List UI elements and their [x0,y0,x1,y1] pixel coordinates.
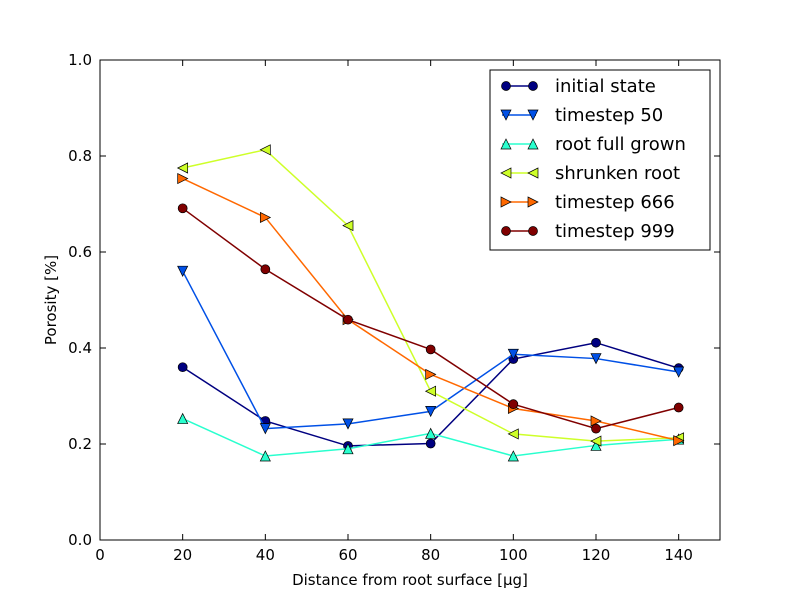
data-point [591,423,601,434]
data-point [343,314,353,325]
legend-marker [500,138,512,150]
data-point [260,264,271,275]
legend-box [489,69,711,251]
data-point [342,443,354,455]
data-point [177,203,188,214]
legend-marker [527,167,539,179]
legend-entry: shrunken root [500,163,680,184]
legend-marker [528,226,538,236]
data-point [425,368,437,380]
legend-label: shrunken root [555,163,680,184]
legend-label: timestep 50 [555,105,663,126]
data-point [425,427,437,439]
x-axis-label: Distance from root surface [μg] [292,571,528,589]
legend-label: timestep 666 [555,192,675,213]
data-point [177,172,189,185]
y-tick-label: 0.8 [68,147,92,165]
legend-entry: root full grown [500,134,686,155]
series-2 [177,265,685,435]
x-tick-label: 0 [95,546,105,564]
data-point [342,418,354,430]
data-point [425,438,436,449]
y-tick-label: 0.4 [68,339,92,357]
x-tick-label: 60 [338,546,357,564]
data-point [259,450,271,462]
y-tick-label: 0.2 [68,435,92,453]
y-tick-label: 0.0 [68,531,92,549]
data-point [673,402,684,413]
data-point [507,450,519,462]
legend-entry: initial state [501,76,656,97]
y-axis-label: Porosity [%] [42,255,60,345]
data-point [590,435,602,447]
legend-marker [527,109,539,121]
x-tick-label: 40 [256,546,275,564]
legend-label: timestep 999 [555,221,675,242]
data-point [177,265,189,277]
data-point [591,337,601,348]
data-point [176,162,189,174]
x-tick-label: 100 [499,546,528,564]
data-point [673,366,685,378]
x-tick-label: 120 [582,546,611,564]
data-point [590,415,602,427]
data-point [590,439,602,451]
legend-marker [501,226,511,236]
legend-marker [500,109,512,121]
series-6 [177,203,684,434]
legend-entry: timestep 50 [500,105,663,126]
legend-marker [527,138,539,150]
y-tick-label: 1.0 [68,51,92,69]
data-point [259,211,272,224]
legend-marker [527,196,539,208]
legend-marker [501,81,511,91]
data-point [259,144,271,156]
data-point [342,220,354,232]
data-point [507,348,519,361]
legend-label: root full grown [555,134,686,155]
legend-marker [500,196,512,208]
data-point [590,353,602,365]
data-point [424,385,437,397]
data-point [259,423,271,435]
data-point [507,428,519,440]
legend-marker [528,81,538,91]
x-tick-label: 20 [173,546,192,564]
legend: initial state timestep 50 root full grown s… [489,69,711,251]
x-tick-label: 80 [421,546,440,564]
legend-label: initial state [555,76,656,97]
legend-marker [500,167,512,179]
series-4 [176,144,685,447]
series-3 [177,412,685,462]
data-point [425,406,437,418]
y-tick-label: 0.6 [68,243,92,261]
data-point [425,344,436,355]
plot-area [176,144,685,462]
data-point [673,435,685,447]
axis-ticks: 0 20 40 60 80 100 120 140 0.0 0.2 0.4 0.6 0.8 1.0 [68,51,720,564]
data-point [177,362,188,373]
x-tick-label: 140 [664,546,693,564]
data-point [508,399,519,410]
legend-entry: timestep 666 [500,192,675,213]
data-point [177,412,189,424]
plot-frame [99,59,721,541]
legend-entry: timestep 999 [501,221,675,242]
